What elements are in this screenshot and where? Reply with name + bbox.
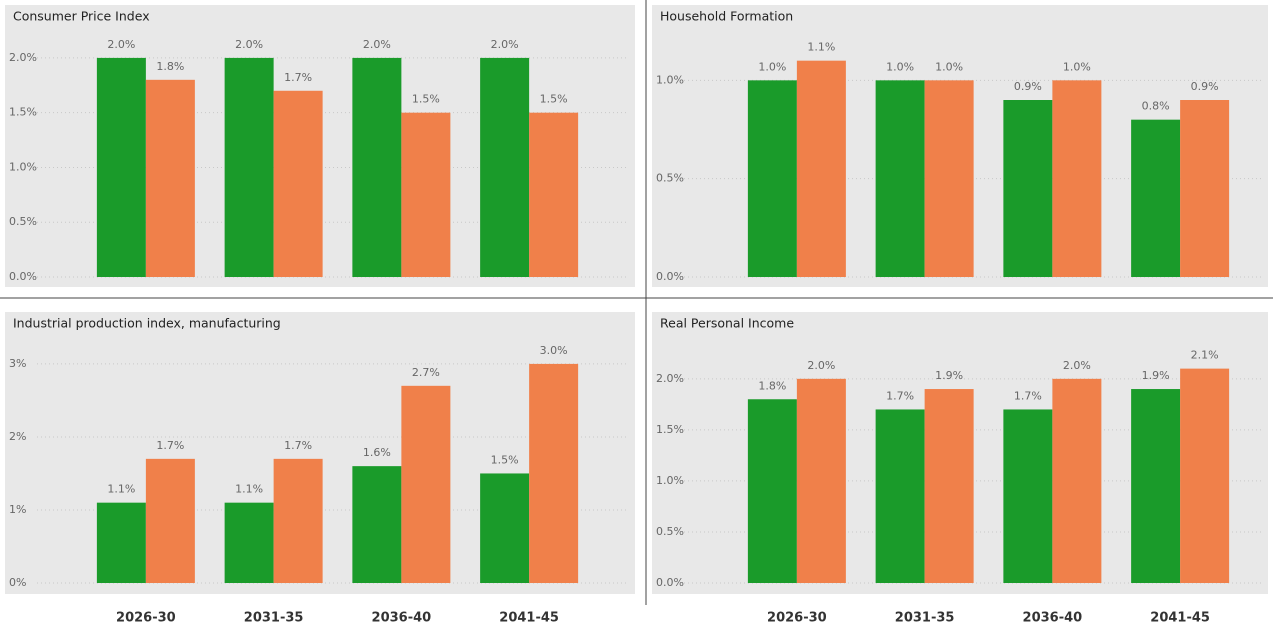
value-label: 1.8% xyxy=(156,60,184,73)
chart-title: Household Formation xyxy=(660,9,793,24)
bar xyxy=(480,57,530,278)
value-label: 1.0% xyxy=(1063,60,1091,73)
bar xyxy=(352,57,402,278)
value-label: 1.9% xyxy=(935,369,963,382)
x-tick-label: 2036-40 xyxy=(372,611,432,626)
x-tick-label: 2026-30 xyxy=(767,611,827,626)
value-label: 1.0% xyxy=(935,60,963,73)
value-label: 2.0% xyxy=(807,359,835,372)
value-label: 2.0% xyxy=(363,38,391,51)
value-label: 1.7% xyxy=(886,389,914,402)
value-label: 1.8% xyxy=(758,379,786,392)
y-tick-label: 0.5% xyxy=(656,172,684,185)
bar xyxy=(747,80,797,277)
value-label: 1.5% xyxy=(412,93,440,106)
x-tick-label: 2041-45 xyxy=(1150,611,1210,626)
bar xyxy=(1052,80,1102,277)
y-tick-label: 1.0% xyxy=(656,474,684,487)
y-tick-label: 3% xyxy=(9,357,26,370)
y-tick-label: 0% xyxy=(9,576,26,589)
bar xyxy=(747,399,797,583)
bar xyxy=(96,502,146,583)
y-tick-label: 0.0% xyxy=(656,270,684,283)
bar xyxy=(796,378,846,583)
value-label: 1.1% xyxy=(107,483,135,496)
bar xyxy=(924,80,974,277)
bar xyxy=(1131,119,1181,278)
value-label: 2.0% xyxy=(1063,359,1091,372)
y-tick-label: 1.0% xyxy=(656,73,684,86)
value-label: 1.6% xyxy=(363,446,391,459)
value-label: 1.1% xyxy=(235,483,263,496)
value-label: 2.1% xyxy=(1191,349,1219,362)
value-label: 1.0% xyxy=(758,60,786,73)
bar xyxy=(224,57,274,278)
y-tick-label: 1.5% xyxy=(9,106,37,119)
y-tick-label: 2.0% xyxy=(656,372,684,385)
value-label: 0.8% xyxy=(1142,100,1170,113)
value-label: 1.7% xyxy=(1014,389,1042,402)
y-tick-label: 1.0% xyxy=(9,160,37,173)
y-tick-label: 2% xyxy=(9,430,26,443)
x-tick-label: 2031-35 xyxy=(244,611,304,626)
y-tick-label: 0.0% xyxy=(656,576,684,589)
bar xyxy=(796,60,846,277)
value-label: 3.0% xyxy=(540,344,568,357)
y-tick-label: 0.5% xyxy=(9,215,37,228)
bar xyxy=(1131,389,1181,583)
bar xyxy=(401,112,451,277)
chart-title: Industrial production index, manufacturi… xyxy=(13,316,281,331)
y-tick-label: 1.5% xyxy=(656,423,684,436)
value-label: 0.9% xyxy=(1191,80,1219,93)
bar xyxy=(1003,100,1053,277)
bar xyxy=(1180,368,1230,583)
bar xyxy=(273,458,323,583)
bar xyxy=(1180,100,1230,277)
chart-title: Consumer Price Index xyxy=(13,9,150,24)
value-label: 2.0% xyxy=(107,38,135,51)
bar xyxy=(224,502,274,583)
y-tick-label: 0.5% xyxy=(656,525,684,538)
bar xyxy=(96,57,146,278)
x-tick-label: 2031-35 xyxy=(895,611,955,626)
bar xyxy=(352,466,402,583)
bar xyxy=(1003,409,1053,583)
value-label: 1.9% xyxy=(1142,369,1170,382)
x-tick-label: 2041-45 xyxy=(499,611,559,626)
value-label: 1.0% xyxy=(886,60,914,73)
value-label: 2.0% xyxy=(491,38,519,51)
bar xyxy=(145,79,195,278)
chart-title: Real Personal Income xyxy=(660,316,794,331)
bar xyxy=(875,409,925,583)
bar xyxy=(145,458,195,583)
value-label: 1.7% xyxy=(284,71,312,84)
bar xyxy=(924,389,974,583)
bar xyxy=(273,90,323,277)
value-label: 1.7% xyxy=(156,439,184,452)
bar xyxy=(401,385,451,583)
value-label: 1.5% xyxy=(540,93,568,106)
value-label: 2.0% xyxy=(235,38,263,51)
x-tick-label: 2026-30 xyxy=(116,611,176,626)
value-label: 2.7% xyxy=(412,366,440,379)
y-tick-label: 0.0% xyxy=(9,270,37,283)
value-label: 0.9% xyxy=(1014,80,1042,93)
x-tick-label: 2036-40 xyxy=(1023,611,1083,626)
y-tick-label: 2.0% xyxy=(9,51,37,64)
value-label: 1.1% xyxy=(807,41,835,54)
bar xyxy=(875,80,925,277)
y-tick-label: 1% xyxy=(9,503,26,516)
value-label: 1.7% xyxy=(284,439,312,452)
bar xyxy=(1052,378,1102,583)
value-label: 1.5% xyxy=(491,453,519,466)
bar xyxy=(480,473,530,583)
bar xyxy=(529,112,579,277)
bar xyxy=(529,363,579,583)
